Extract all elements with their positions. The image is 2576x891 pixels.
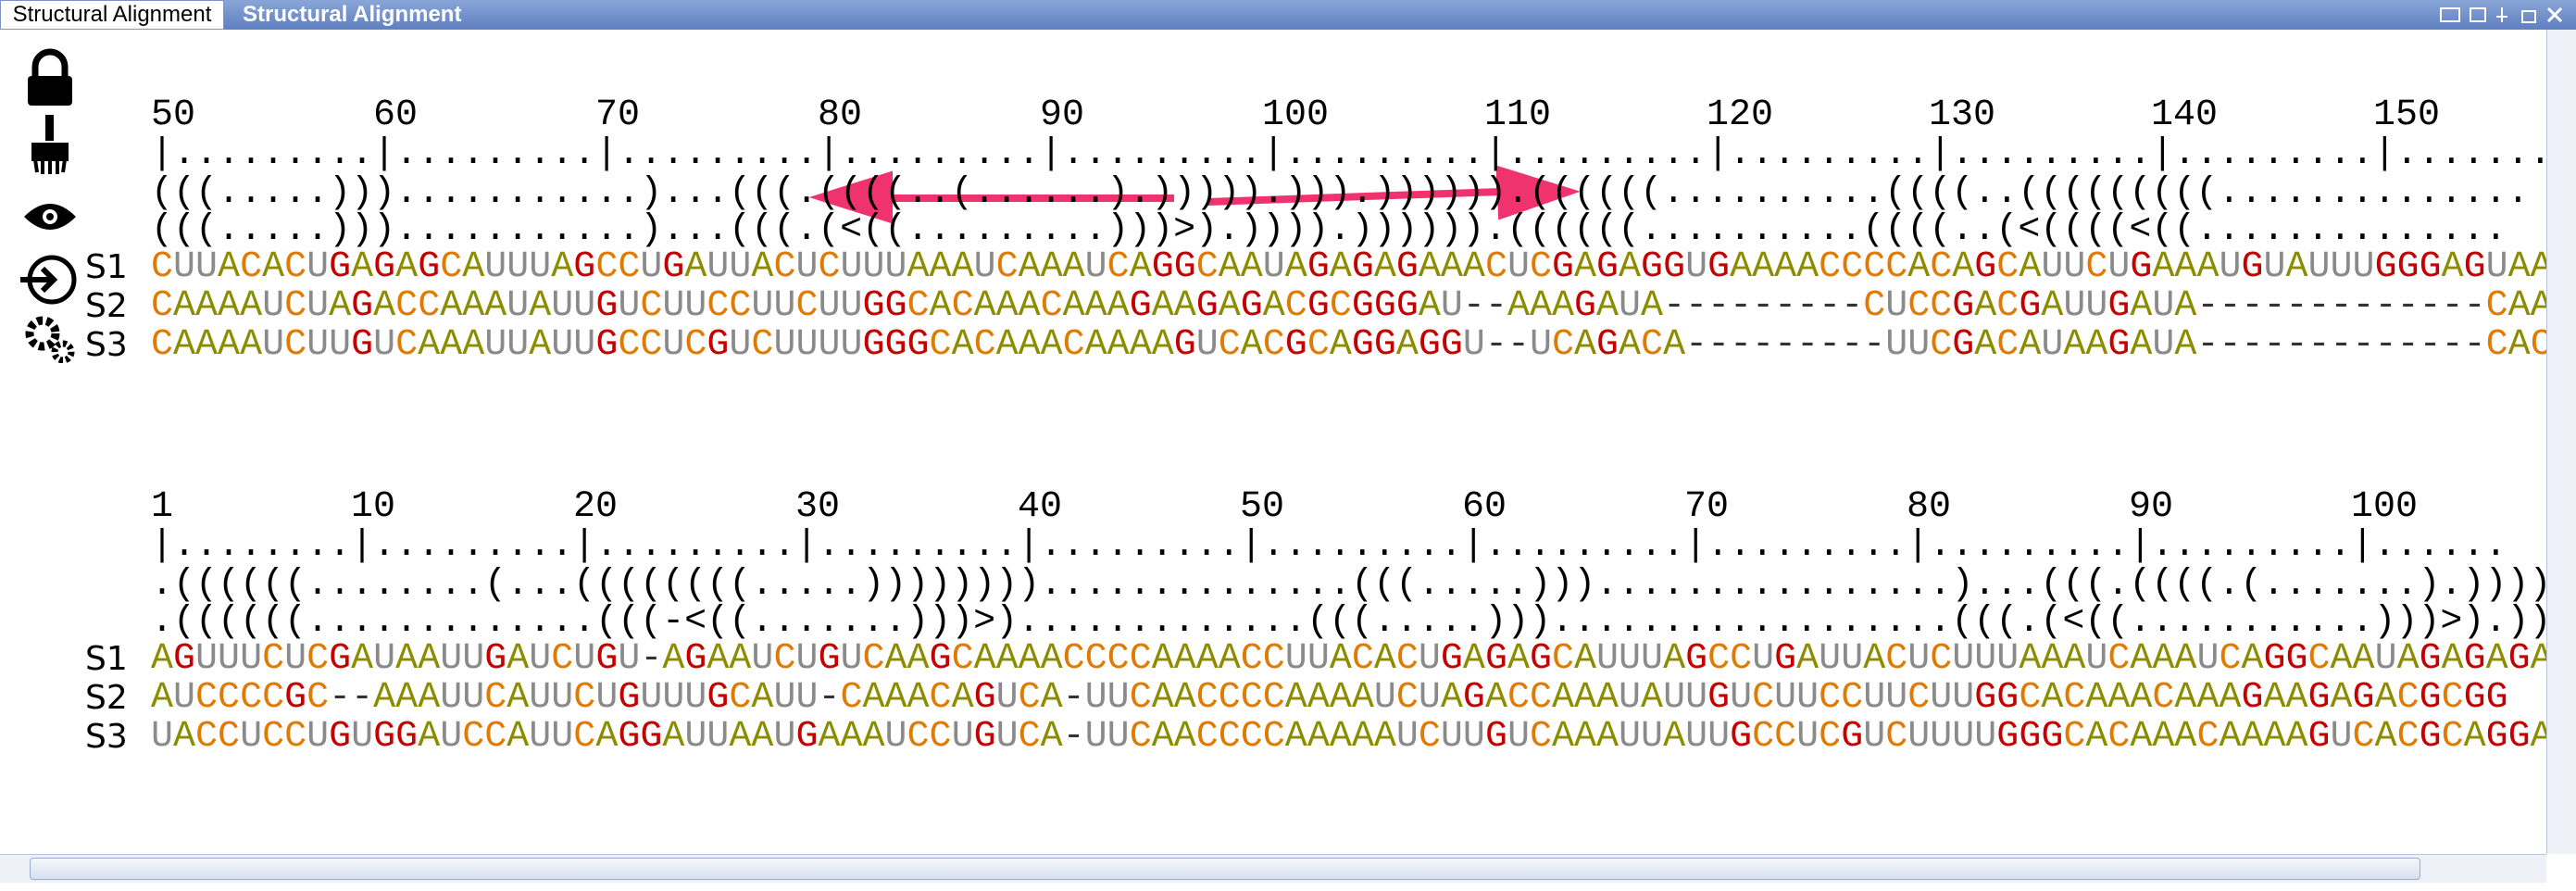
- ruler-number: 140: [2151, 94, 2219, 136]
- brush-icon[interactable]: [31, 115, 69, 174]
- structure: .((((((........(...((((((((.....))))))))…: [151, 564, 2546, 606]
- alignment-panel: 50 60 70 80 90 100 110 120 130 140 150 |.........|.…: [0, 30, 2546, 852]
- ruler-number: 100: [2351, 486, 2419, 528]
- bar-title: Structural Alignment: [243, 2, 462, 27]
- sequence: AUCCCCGC--AAAUUCAUUCUGUUUGCAUU-CAAACAGUC…: [151, 677, 2508, 719]
- sequence-name: S2: [85, 287, 128, 325]
- ruler-number: 80: [818, 94, 863, 136]
- window-buttons[interactable]: [2437, 4, 2567, 26]
- sequence: CAAAAUCUUGUCAAAUUAUUGCCUCGUCUUUUGGGCACAA…: [151, 324, 2546, 366]
- right-arrow: [1207, 165, 1581, 220]
- structure: .((((((.............(((-<((.......)))>).…: [151, 601, 2546, 643]
- ruler-number: 130: [1929, 94, 1996, 136]
- ruler-number: 100: [1262, 94, 1330, 136]
- ruler-number: 60: [1462, 486, 1507, 528]
- sequence-name: S2: [85, 679, 128, 717]
- eye-icon[interactable]: [24, 204, 76, 230]
- scroll-thumb[interactable]: [30, 858, 2420, 880]
- ruler-number: 150: [2373, 94, 2441, 136]
- sequence-name: S3: [85, 718, 128, 756]
- sequence: CUUACACUGAGAGCAUUUAGCCUGAUUACUCUUUAAAUCA…: [151, 246, 2546, 288]
- sequence-name: S1: [85, 640, 128, 678]
- sequence: CAAAAUCUAGACCAAAUAUUGUCUUCCUUCUUGGCACAAA…: [151, 285, 2546, 327]
- sequence-name: S1: [85, 248, 128, 286]
- ruler-number: 1: [151, 486, 174, 528]
- sequence-name: S3: [85, 326, 128, 364]
- structure: (((.....)))...........)...(((.((((..(...…: [151, 172, 2530, 214]
- left-arrow: [808, 170, 1174, 224]
- ruler-number: 40: [1018, 486, 1063, 528]
- ruler-number: 70: [595, 94, 641, 136]
- ruler: |........|.........|.........|.........|…: [151, 525, 2507, 567]
- ruler-number: 20: [573, 486, 619, 528]
- ruler-number: 60: [373, 94, 419, 136]
- ruler-number: 50: [151, 94, 196, 136]
- sequence: AGUUUCUCGAUAAUUGAUCUGU-AGAAUCUGUCAAGCAAA…: [151, 638, 2546, 680]
- lock-icon[interactable]: [28, 48, 72, 106]
- arrows: [808, 165, 1581, 224]
- ruler-number: 80: [1907, 486, 1952, 528]
- ruler-number: 70: [1684, 486, 1730, 528]
- title-bar: Structural Alignment Structural Alignmen…: [0, 0, 2576, 30]
- ruler-number: 90: [1040, 94, 1085, 136]
- sequence: UACCUCCUGUGGAUCCAUUCAGGAUUAAUGAAAUCCUGUC…: [151, 716, 2546, 758]
- ruler-number: 30: [795, 486, 841, 528]
- horizontal-scrollbar[interactable]: [0, 854, 2546, 883]
- ruler-number: 120: [1707, 94, 1774, 136]
- structure: (((.....)))...........)...(((.(<((......…: [151, 209, 2507, 251]
- ruler-number: 110: [1484, 94, 1552, 136]
- ruler-number: 10: [351, 486, 396, 528]
- ruler: |.........|.........|.........|.........…: [151, 133, 2546, 175]
- vertical-scrollbar[interactable]: [2546, 30, 2576, 854]
- toolbar: [20, 48, 77, 363]
- ruler-number: 90: [2129, 486, 2174, 528]
- tab[interactable]: Structural Alignment: [0, 0, 224, 30]
- import-icon[interactable]: [20, 255, 77, 305]
- settings-icon[interactable]: [25, 316, 75, 363]
- ruler-number: 50: [1240, 486, 1285, 528]
